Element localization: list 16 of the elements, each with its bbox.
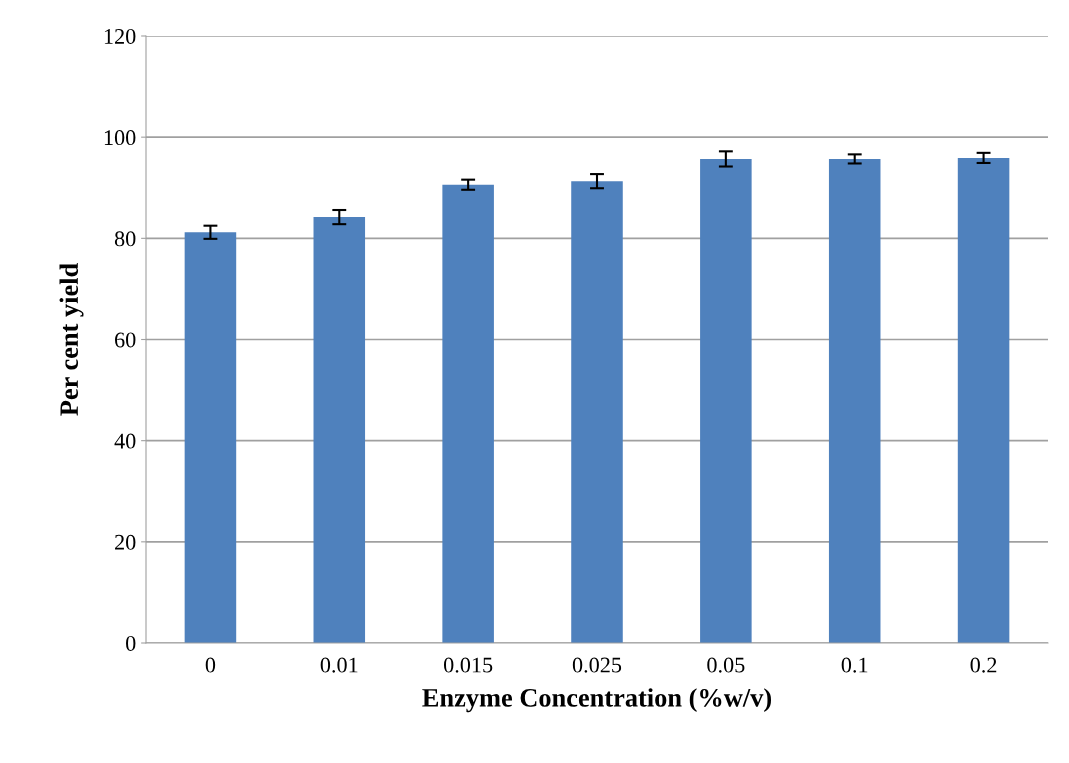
x-tick-label: 0.025 — [572, 657, 622, 673]
y-tick-label: 40 — [114, 433, 136, 449]
y-tick-label: 20 — [115, 534, 136, 550]
y-tick-label: 60 — [115, 332, 136, 348]
x-axis-title: Enzyme Concentration (%w/v) — [422, 688, 772, 713]
x-tick-label: 0 — [205, 657, 216, 673]
y-axis-title: Per cent yield — [59, 263, 84, 416]
y-tick-label: 120 — [104, 28, 136, 44]
x-tick-label: 0.1 — [841, 657, 868, 673]
x-tick-label: 0.01 — [320, 657, 358, 673]
y-tick-label: 100 — [104, 130, 136, 146]
y-tick-label: 80 — [114, 231, 136, 247]
y-tick-label: 0 — [126, 635, 136, 651]
x-tick-label: 0.05 — [707, 657, 745, 673]
x-tick-label: 0.2 — [970, 657, 997, 673]
x-tick-label: 0.015 — [443, 657, 493, 673]
